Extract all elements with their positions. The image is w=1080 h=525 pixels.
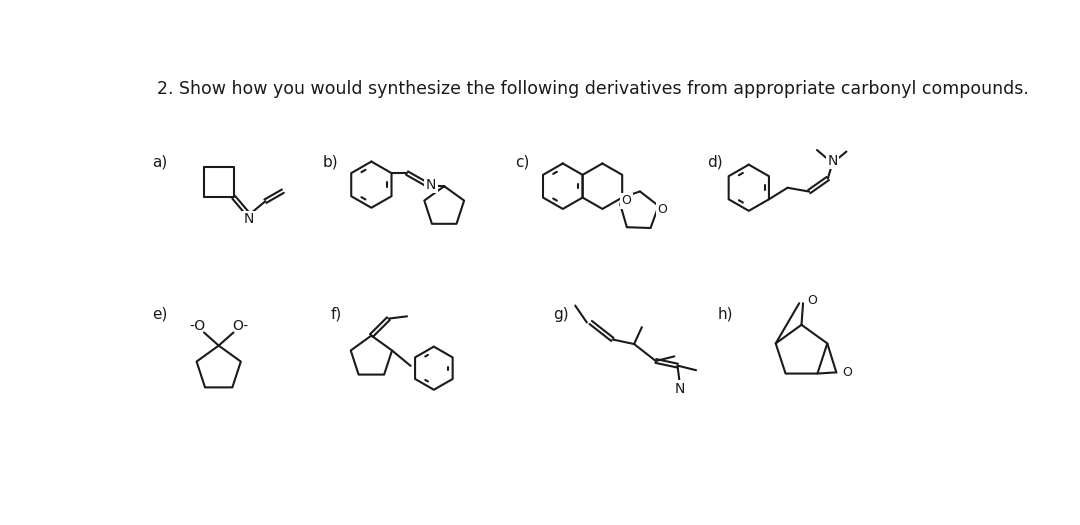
Text: e): e) bbox=[152, 307, 167, 322]
Text: g): g) bbox=[554, 307, 569, 322]
Text: N: N bbox=[426, 177, 436, 192]
Text: N: N bbox=[827, 154, 838, 168]
Text: h): h) bbox=[718, 307, 733, 322]
Text: a): a) bbox=[152, 155, 167, 170]
Text: O: O bbox=[622, 194, 632, 207]
Text: b): b) bbox=[323, 155, 338, 170]
Text: O: O bbox=[808, 293, 818, 307]
Text: N: N bbox=[675, 382, 685, 396]
Text: 2. Show how you would synthesize the following derivatives from appropriate carb: 2. Show how you would synthesize the fol… bbox=[157, 80, 1028, 98]
Text: O-: O- bbox=[232, 319, 248, 332]
Text: N: N bbox=[244, 212, 254, 226]
Text: f): f) bbox=[330, 307, 341, 322]
Text: c): c) bbox=[515, 155, 529, 170]
Text: O: O bbox=[842, 366, 852, 379]
Text: -O: -O bbox=[189, 319, 205, 332]
Text: d): d) bbox=[707, 155, 723, 170]
Text: O: O bbox=[658, 203, 667, 216]
